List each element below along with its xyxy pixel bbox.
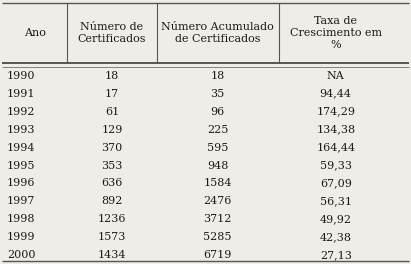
Text: 1998: 1998 — [7, 214, 35, 224]
Text: 134,38: 134,38 — [316, 125, 355, 135]
Text: 595: 595 — [207, 143, 229, 153]
Text: 61: 61 — [105, 107, 119, 116]
Text: 948: 948 — [207, 161, 229, 171]
Text: 174,29: 174,29 — [316, 107, 355, 116]
Text: 59,33: 59,33 — [320, 161, 352, 171]
Text: 1993: 1993 — [7, 125, 35, 135]
Text: 1996: 1996 — [7, 178, 35, 188]
Text: 2000: 2000 — [7, 251, 35, 261]
Text: Taxa de
Crescimento em
%: Taxa de Crescimento em % — [290, 16, 382, 50]
Text: 1997: 1997 — [7, 196, 35, 206]
Text: 1236: 1236 — [98, 214, 126, 224]
Text: 3712: 3712 — [203, 214, 232, 224]
Text: 1991: 1991 — [7, 88, 35, 98]
Text: 164,44: 164,44 — [316, 143, 355, 153]
Text: 5285: 5285 — [203, 233, 232, 242]
Text: 1573: 1573 — [98, 233, 126, 242]
Text: 1992: 1992 — [7, 107, 35, 116]
Text: Número de
Certificados: Número de Certificados — [78, 22, 146, 44]
Text: 1990: 1990 — [7, 70, 35, 81]
Text: 1584: 1584 — [203, 178, 232, 188]
Text: Ano: Ano — [24, 28, 46, 38]
Text: 42,38: 42,38 — [320, 233, 352, 242]
Text: 67,09: 67,09 — [320, 178, 352, 188]
Text: 35: 35 — [210, 88, 225, 98]
Text: 636: 636 — [101, 178, 122, 188]
Text: 94,44: 94,44 — [320, 88, 352, 98]
Text: 27,13: 27,13 — [320, 251, 352, 261]
Text: 1434: 1434 — [98, 251, 126, 261]
Text: 6719: 6719 — [203, 251, 232, 261]
Text: 1999: 1999 — [7, 233, 35, 242]
Text: 1994: 1994 — [7, 143, 35, 153]
Text: 225: 225 — [207, 125, 229, 135]
Text: 96: 96 — [210, 107, 225, 116]
Text: 18: 18 — [210, 70, 225, 81]
Text: 370: 370 — [101, 143, 122, 153]
Text: 892: 892 — [101, 196, 122, 206]
Text: 129: 129 — [101, 125, 122, 135]
Text: NA: NA — [327, 70, 344, 81]
Text: 353: 353 — [101, 161, 122, 171]
Text: 49,92: 49,92 — [320, 214, 352, 224]
Text: 1995: 1995 — [7, 161, 35, 171]
Text: 17: 17 — [105, 88, 119, 98]
Text: 56,31: 56,31 — [320, 196, 352, 206]
Text: 18: 18 — [105, 70, 119, 81]
Text: 2476: 2476 — [203, 196, 232, 206]
Text: Número Acumulado
de Certificados: Número Acumulado de Certificados — [162, 22, 274, 44]
